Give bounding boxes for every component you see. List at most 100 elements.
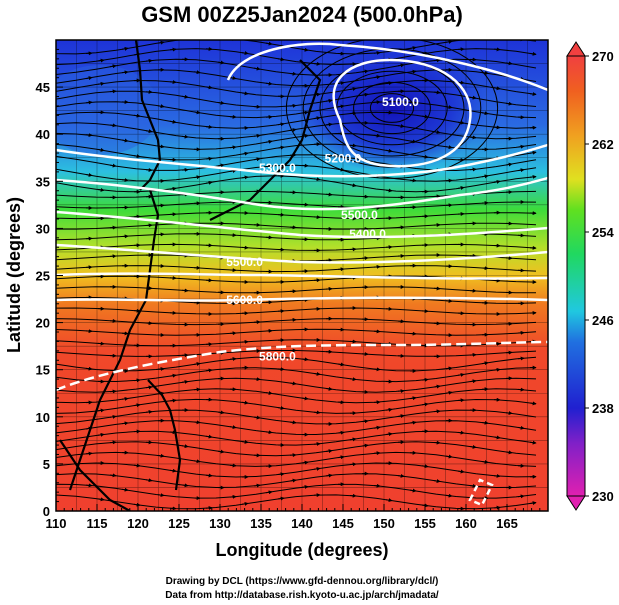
- wind-arrow: [469, 483, 477, 488]
- wind-arrow: [97, 432, 105, 437]
- wind-arrow: [121, 70, 129, 75]
- wind-arrow: [85, 76, 93, 81]
- wind-arrow: [265, 391, 273, 395]
- wind-arrow: [445, 366, 453, 371]
- streamline: [56, 111, 537, 129]
- wind-arrow: [97, 58, 105, 63]
- wind-arrow: [349, 143, 357, 148]
- wind-arrow: [409, 488, 417, 493]
- wind-arrow: [109, 64, 117, 69]
- streamline: [56, 307, 537, 315]
- coastline-korea-manchuria: [134, 40, 162, 191]
- wind-arrow: [241, 501, 249, 506]
- wind-arrow: [241, 175, 249, 180]
- coastline-philippines: [147, 379, 182, 491]
- wind-arrow: [397, 124, 405, 128]
- coastline-china-south: [68, 299, 147, 491]
- wind-arrow: [349, 111, 357, 116]
- wind-arrow: [289, 381, 297, 386]
- wind-arrow: [349, 183, 357, 188]
- wind-arrow: [121, 421, 129, 426]
- wind-arrow: [409, 46, 417, 50]
- wind-arrow: [469, 444, 477, 449]
- wind-arrow: [145, 58, 153, 63]
- wind-arrow: [469, 135, 477, 140]
- wind-arrow: [169, 468, 177, 473]
- wind-arrow: [217, 163, 225, 168]
- wind-arrow: [205, 156, 213, 161]
- wind-arrow: [85, 133, 93, 138]
- wind-arrow: [97, 81, 105, 86]
- wind-arrow: [121, 46, 129, 51]
- wind-arrow: [397, 414, 405, 419]
- wind-arrow: [289, 71, 297, 76]
- colorbar-tick-label: 262: [592, 137, 614, 152]
- wind-arrow: [253, 157, 261, 162]
- wind-arrow: [409, 420, 417, 425]
- x-tick-label: 160: [455, 516, 477, 531]
- contour-label: 5100.0: [382, 95, 419, 109]
- wind-streamlines: [56, 40, 537, 511]
- wind-arrow: [433, 130, 441, 135]
- wind-arrow: [85, 366, 93, 371]
- wind-arrow: [481, 111, 489, 116]
- cyclonic-streamline: [336, 70, 448, 146]
- wind-arrow: [493, 86, 501, 91]
- wind-arrow: [109, 414, 117, 419]
- coastlines: [59, 40, 322, 511]
- y-tick-label: 5: [43, 457, 50, 472]
- streamline: [56, 451, 537, 467]
- wind-arrow: [217, 100, 225, 105]
- height-contours: [56, 42, 548, 507]
- wind-arrow: [337, 455, 345, 460]
- wind-arrow: [505, 411, 513, 416]
- wind-arrow: [193, 175, 201, 180]
- y-axis: 0 5 10 15 20 25 30 35 40 45: [36, 39, 63, 519]
- wind-arrow: [469, 167, 477, 172]
- colorbar-tick-label: 254: [592, 225, 614, 240]
- contour-label: 5300.0: [259, 161, 296, 175]
- streamline: [56, 175, 537, 193]
- wind-arrow: [241, 400, 249, 405]
- cyclonic-streamline: [369, 93, 415, 123]
- streamline: [56, 388, 537, 404]
- wind-arrow: [325, 449, 333, 454]
- wind-arrow: [253, 66, 261, 71]
- colorbar-bar: [566, 55, 586, 497]
- streamline: [56, 409, 537, 425]
- wind-arrow: [109, 389, 117, 394]
- wind-arrow: [385, 432, 393, 437]
- x-tick-label: 110: [46, 516, 67, 531]
- streamline: [56, 462, 537, 478]
- wind-arrow: [217, 449, 225, 454]
- contour-5500: [56, 243, 548, 264]
- coastline-china-east: [144, 189, 160, 301]
- wind-arrow: [193, 420, 201, 425]
- wind-arrow: [289, 478, 297, 483]
- wind-arrow: [373, 425, 381, 430]
- y-tick-label: 40: [36, 127, 50, 142]
- contour-label: 5500.0: [341, 208, 378, 222]
- wind-arrow: [133, 154, 141, 159]
- colorbar: 230 238 246 254 262 270: [566, 41, 614, 511]
- wind-arrow: [97, 497, 105, 502]
- cold-pool-west: [56, 65, 160, 155]
- wind-arrow: [133, 113, 141, 118]
- x-tick-label: 140: [291, 516, 313, 531]
- wind-arrow: [265, 81, 273, 86]
- colorbar-tick-label: 230: [592, 489, 614, 504]
- contour-5800: [56, 296, 548, 302]
- wind-arrow: [232, 40, 237, 41]
- wind-arrow: [517, 356, 525, 361]
- wind-arrow: [493, 473, 501, 478]
- wind-arrow: [493, 367, 501, 372]
- streamline: [56, 58, 537, 76]
- wind-arrow: [337, 104, 345, 109]
- wind-arrow: [85, 483, 93, 488]
- streamline: [56, 473, 537, 489]
- y-tick-label: 10: [36, 410, 50, 425]
- wind-arrow: [325, 473, 333, 478]
- x-tick-label: 130: [209, 516, 231, 531]
- wind-arrow: [277, 145, 285, 150]
- x-tick-label: 120: [127, 516, 149, 531]
